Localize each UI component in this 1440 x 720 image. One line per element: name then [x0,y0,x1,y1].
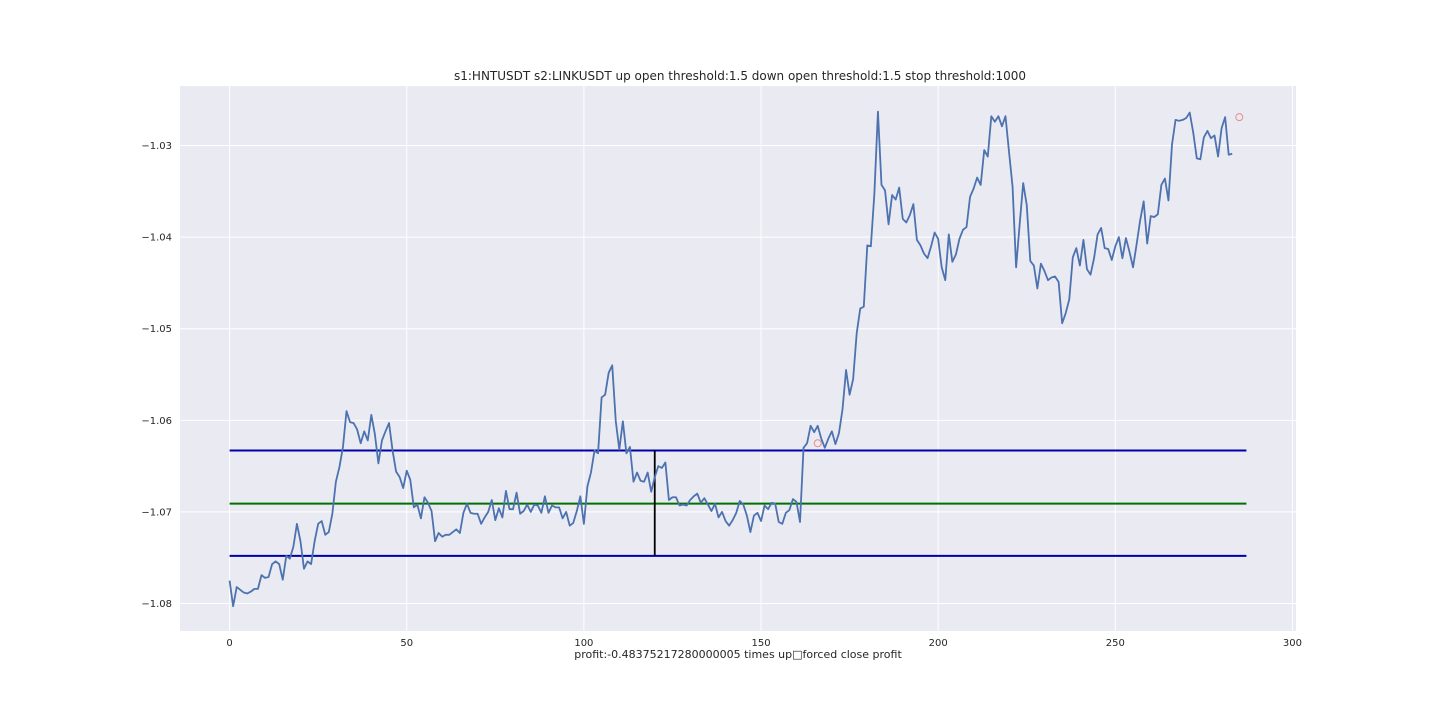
y-tick-label: −1.05 [141,324,172,335]
x-tick-label: 300 [1283,638,1302,649]
x-tick-label: 50 [400,638,413,649]
y-tick-label: −1.08 [141,599,172,610]
x-axis-label: profit:-0.48375217280000005 times up□for… [574,648,902,661]
y-tick-label: −1.04 [141,233,172,244]
y-tick-label: −1.03 [141,141,172,152]
y-tick-label: −1.06 [141,416,172,427]
x-tick-label: 250 [1106,638,1125,649]
x-tick-label: 0 [226,638,232,649]
chart-title: s1:HNTUSDT s2:LINKUSDT up open threshold… [454,69,1026,83]
x-tick-label: 200 [929,638,948,649]
y-tick-label: −1.07 [141,507,172,518]
plot-area [180,86,1296,631]
